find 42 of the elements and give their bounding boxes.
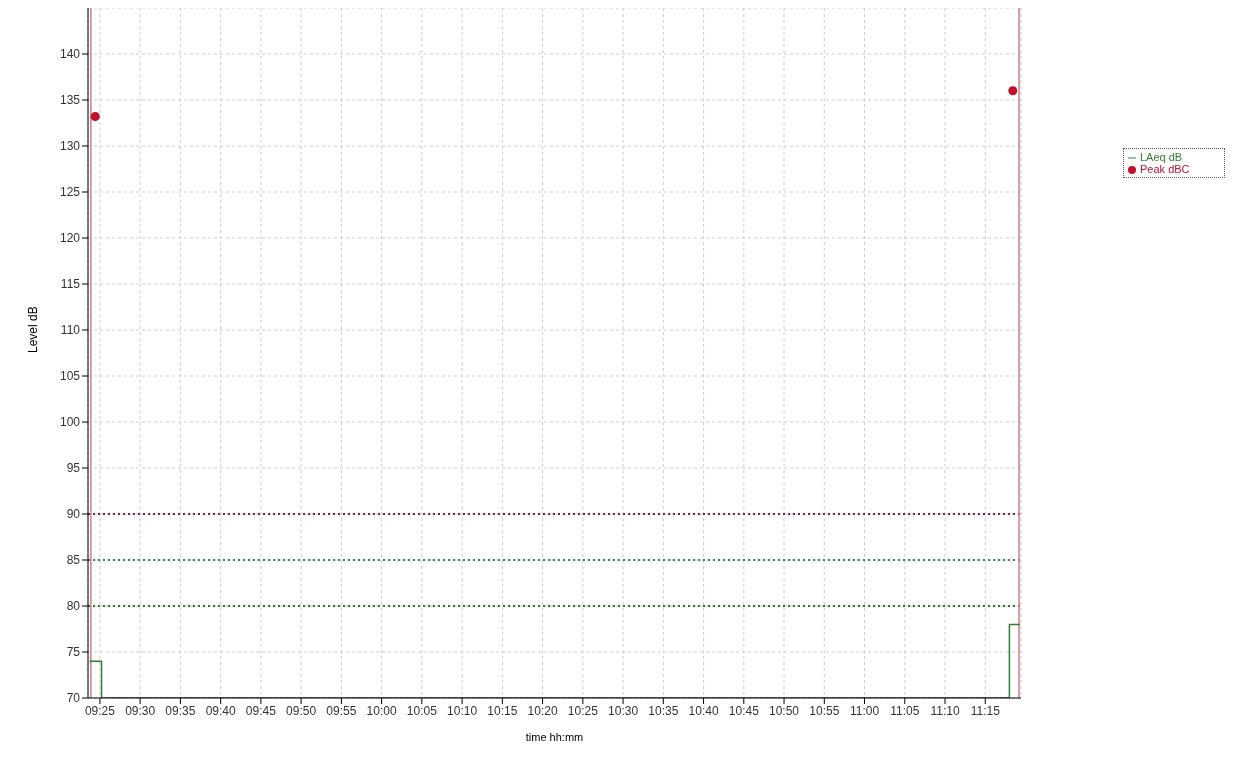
x-tick-label: 10:00 (366, 703, 397, 718)
y-tick-label: 115 (60, 277, 81, 292)
x-tick-label: 10:40 (688, 703, 719, 718)
x-tick-label: 10:05 (406, 703, 438, 718)
x-tick-label: 09:25 (84, 703, 116, 718)
y-tick-label: 140 (59, 47, 81, 62)
x-tick-label: 09:35 (165, 703, 196, 718)
y-tick-label: 95 (66, 461, 81, 476)
x-tick-label: 10:25 (567, 703, 599, 718)
x-axis-title: time hh:mm (525, 731, 584, 743)
y-tick-label: 90 (66, 507, 81, 522)
y-tick-label: 125 (59, 185, 81, 200)
y-tick-label: 135 (59, 93, 81, 108)
x-tick-label: 09:45 (245, 703, 277, 718)
y-tick-label: 85 (66, 553, 81, 568)
x-tick-label: 10:35 (648, 703, 679, 718)
x-tick-label: 11:00 (849, 703, 880, 718)
x-tick-label: 10:55 (809, 703, 840, 718)
x-tick-label: 11:10 (930, 703, 960, 718)
x-tick-label: 09:50 (286, 703, 317, 718)
y-tick-label: 70 (66, 691, 81, 706)
legend-label: LAeq dB (1140, 151, 1183, 163)
y-tick-label: 75 (66, 645, 81, 660)
y-tick-label: 80 (66, 599, 81, 614)
y-tick-label: 110 (60, 323, 81, 338)
x-tick-label: 10:20 (527, 703, 558, 718)
x-tick-label: 09:55 (326, 703, 357, 718)
x-tick-label: 10:30 (608, 703, 639, 718)
x-tick-label: 11:05 (890, 703, 920, 718)
y-tick-label: 130 (59, 139, 81, 154)
x-tick-label: 09:40 (205, 703, 236, 718)
x-tick-label: 10:15 (487, 703, 518, 718)
y-tick-label: 100 (59, 415, 81, 430)
x-tick-label: 09:30 (125, 703, 156, 718)
y-tick-label: 120 (59, 231, 81, 246)
y-tick-label: 105 (59, 369, 81, 384)
legend-label: Peak dBC (1140, 163, 1190, 175)
x-tick-label: 10:50 (769, 703, 800, 718)
x-tick-label: 10:45 (728, 703, 760, 718)
x-tick-label: 10:10 (447, 703, 478, 718)
y-axis-title: Level dB (26, 306, 41, 353)
x-tick-label: 11:15 (970, 703, 1001, 718)
